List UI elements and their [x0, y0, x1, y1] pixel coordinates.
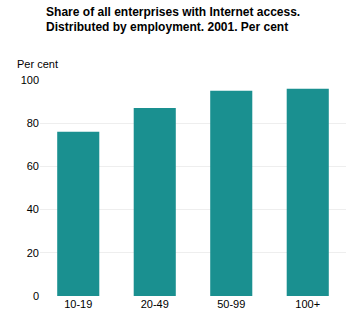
svg-text:80: 80: [27, 117, 39, 129]
svg-text:Per cent: Per cent: [17, 58, 58, 70]
svg-text:Share of all enterprises with: Share of all enterprises with Internet a…: [46, 5, 300, 35]
svg-text:50-99: 50-99: [217, 298, 245, 310]
svg-text:10-19: 10-19: [64, 298, 92, 310]
svg-text:100: 100: [21, 74, 39, 86]
svg-text:100+: 100+: [295, 298, 320, 310]
svg-text:0: 0: [33, 290, 39, 302]
svg-text:20: 20: [27, 247, 39, 259]
svg-text:20-49: 20-49: [141, 298, 169, 310]
svg-text:60: 60: [27, 160, 39, 172]
svg-text:40: 40: [27, 203, 39, 215]
